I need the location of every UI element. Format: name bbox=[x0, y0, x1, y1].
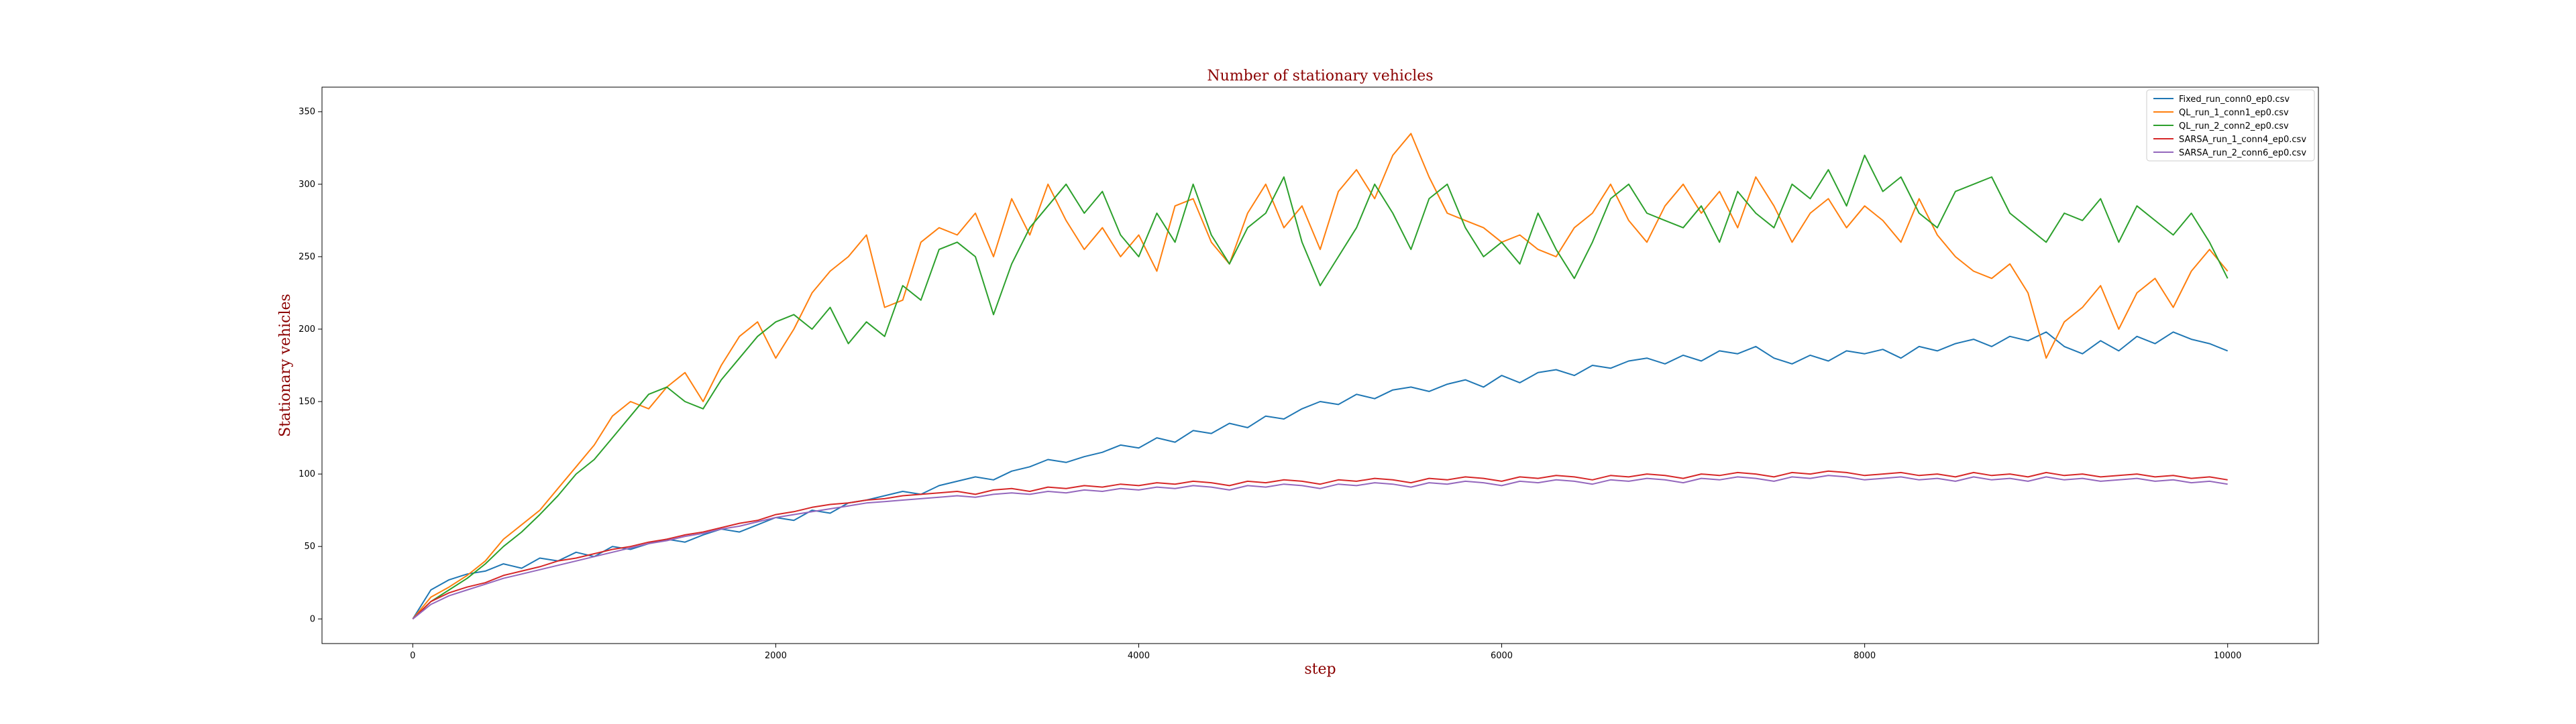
y-tick-label-7: 350 bbox=[299, 107, 315, 117]
x-tick-label-0: 0 bbox=[410, 651, 415, 661]
legend-label-ql-run-1: QL_run_1_conn1_ep0.csv bbox=[2179, 108, 2289, 118]
y-tick-label-2: 100 bbox=[299, 469, 315, 479]
y-tick-label-6: 300 bbox=[299, 180, 315, 190]
x-tick-label-2: 4000 bbox=[1128, 651, 1150, 661]
y-axis-ticks: 0 50 100 150 200 250 300 350 bbox=[299, 107, 322, 624]
y-tick-label-5: 250 bbox=[299, 252, 315, 262]
y-tick-label-1: 50 bbox=[304, 542, 315, 552]
legend-box bbox=[2146, 89, 2315, 162]
x-tick-label-3: 6000 bbox=[1491, 651, 1513, 661]
x-tick-label-1: 2000 bbox=[765, 651, 787, 661]
y-tick-label-4: 200 bbox=[299, 324, 315, 335]
series-line-4 bbox=[412, 470, 2228, 620]
x-axis-label: step bbox=[1304, 661, 1336, 678]
y-tick-label-3: 150 bbox=[299, 397, 315, 407]
y-tick-label-0: 0 bbox=[310, 614, 315, 624]
legend-label-ql-run-2: QL_run_2_conn2_ep0.csv bbox=[2179, 121, 2289, 131]
series-line-2 bbox=[412, 133, 2229, 619]
series-layer bbox=[412, 133, 2229, 620]
y-axis-label: Stationary vehicles bbox=[277, 294, 294, 437]
legend: Fixed_run_conn0_ep0.csv QL_run_1_conn1_e… bbox=[2146, 89, 2315, 162]
series-line-5 bbox=[412, 475, 2228, 620]
x-tick-label-5: 10000 bbox=[2214, 651, 2241, 661]
legend-label-fixed: Fixed_run_conn0_ep0.csv bbox=[2179, 95, 2290, 105]
series-line-3 bbox=[412, 154, 2229, 620]
x-tick-label-4: 8000 bbox=[1854, 651, 1876, 661]
chart-title: Number of stationary vehicles bbox=[1207, 68, 1433, 84]
legend-label-sarsa-run-1: SARSA_run_1_conn4_ep0.csv bbox=[2179, 135, 2306, 145]
x-axis-ticks: 0 2000 4000 6000 8000 10000 bbox=[410, 644, 2241, 661]
legend-label-sarsa-run-2: SARSA_run_2_conn6_ep0.csv bbox=[2179, 148, 2306, 158]
plot-area bbox=[321, 86, 2319, 644]
